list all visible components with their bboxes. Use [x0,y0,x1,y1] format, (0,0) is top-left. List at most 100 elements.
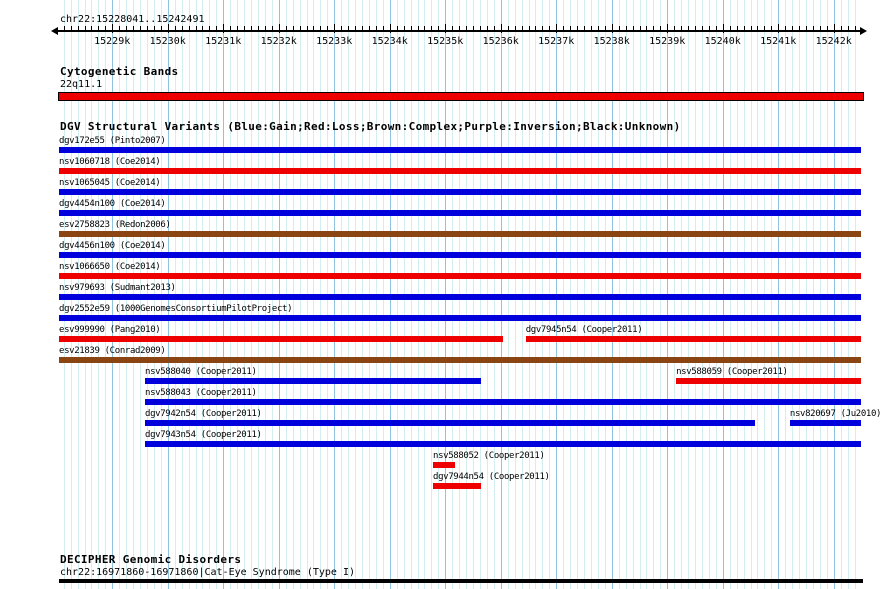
ruler-tick-minor [486,26,488,30]
ruler-tick-minor [854,26,856,30]
variant-bar[interactable] [525,336,861,342]
ruler-tick-minor [105,26,107,30]
ruler-tick-minor [140,26,141,30]
cytogenetic-section-title: Cytogenetic Bands [60,65,179,78]
variant-bar[interactable] [59,147,861,153]
variant-bar[interactable] [433,462,455,468]
variant-bar[interactable] [433,483,481,489]
ruler-tick-major [278,24,280,33]
ruler-tick-minor [466,26,467,30]
ruler-tick-minor [313,26,315,30]
variant-bar[interactable] [145,441,861,447]
variant-bar[interactable] [59,231,861,237]
ruler-tick-major [556,24,558,33]
ruler-tick-minor [736,26,738,30]
ruler-tick-minor [160,26,162,30]
ruler-tick-minor [764,26,766,30]
ruler-tick-minor [799,26,801,30]
ruler-tick-minor [473,26,474,30]
ruler-tick-minor [625,26,627,30]
ruler-tick-minor [812,26,814,30]
ruler-tick-minor [348,26,350,30]
ruler-tick-minor [590,26,592,30]
ruler-tick-minor [528,26,530,30]
variant-bar[interactable] [59,315,861,321]
ruler-tick-major [778,24,780,33]
ruler-tick-minor [785,26,787,30]
ruler-tick-minor [750,26,752,30]
ruler-tick-minor [708,26,710,30]
cytoband-label: 22q11.1 [60,79,103,90]
variant-label: nsv1060718 (Coe2014) [59,157,161,167]
variant-label: esv21839 (Conrad2009) [59,346,166,356]
ruler-tick-minor [514,26,516,30]
ruler-tick-minor [715,26,717,30]
decipher-bar[interactable] [59,579,863,583]
ruler-tick-minor [209,26,211,30]
ruler-tick-minor [70,26,72,30]
variant-bar[interactable] [59,273,861,279]
variant-bar[interactable] [145,378,481,384]
variant-bar[interactable] [789,420,861,426]
variant-bar[interactable] [59,336,503,342]
ruler-tick-minor [299,26,301,30]
ruler-tick-minor [119,26,121,30]
ruler-tick-major [722,24,724,33]
ruler-tick-minor [521,26,523,30]
ruler-tick-minor [681,26,683,30]
variant-bar[interactable] [676,378,861,384]
ruler-tick-minor [362,26,363,30]
ruler-tick-minor [63,26,65,30]
variant-label: dgv4456n100 (Coe2014) [59,241,166,251]
ruler-tick-minor [459,26,461,30]
variant-label: nsv820697 (Ju2010) [789,409,882,419]
ruler-tick-minor [202,26,204,30]
ruler-tick-minor [382,26,384,30]
variant-label: nsv1066650 (Coe2014) [59,262,161,272]
ruler-tick-label: 15233k [316,36,353,47]
variant-label: nsv588059 (Cooper2011) [676,367,788,377]
variant-label: esv999990 (Pang2010) [59,325,161,335]
variant-bar[interactable] [145,420,755,426]
ruler-tick-minor [826,26,828,30]
ruler-tick-minor [806,26,807,30]
variant-bar[interactable] [59,252,861,258]
cytoband-bar[interactable] [58,92,864,101]
ruler-line [57,30,860,32]
ruler-tick-minor [237,26,239,30]
variant-label: dgv7945n54 (Cooper2011) [525,325,643,335]
variant-bar[interactable] [59,168,861,174]
ruler-tick-minor [840,26,842,30]
ruler-tick-minor [84,26,86,30]
ruler-tick-minor [244,26,245,30]
ruler-tick-label: 15230k [149,36,186,47]
variant-bar[interactable] [59,357,861,363]
variant-bar[interactable] [59,189,861,195]
ruler-tick-label: 15241k [760,36,797,47]
ruler-tick-label: 15229k [94,36,131,47]
variant-bar[interactable] [145,399,861,405]
ruler-tick-minor [452,26,454,30]
variant-label: nsv1065045 (Coe2014) [59,178,161,188]
ruler-tick-minor [251,26,252,30]
ruler-left-arrow-icon [51,27,58,35]
variant-bar[interactable] [59,294,861,300]
ruler-tick-minor [146,26,148,30]
variant-bar[interactable] [59,210,861,216]
ruler-tick-label: 15231k [205,36,242,47]
decipher-entry-label: chr22:16971860-16971860|Cat-Eye Syndrome… [60,567,356,578]
ruler-tick-minor [292,26,294,30]
ruler-tick-minor [688,26,690,30]
region-title: chr22:15228041..15242491 [60,14,205,25]
ruler-tick-minor [639,26,641,30]
ruler-tick-minor [341,26,343,30]
ruler-tick-major [667,24,669,33]
variant-label: dgv172e55 (Pinto2007) [59,136,166,146]
ruler-tick-minor [174,26,176,30]
ruler-tick-label: 15238k [593,36,630,47]
variant-label: dgv4454n100 (Coe2014) [59,199,166,209]
ruler-tick-major [167,24,169,33]
ruler-tick-minor [368,26,370,30]
ruler-tick-minor [660,26,662,30]
